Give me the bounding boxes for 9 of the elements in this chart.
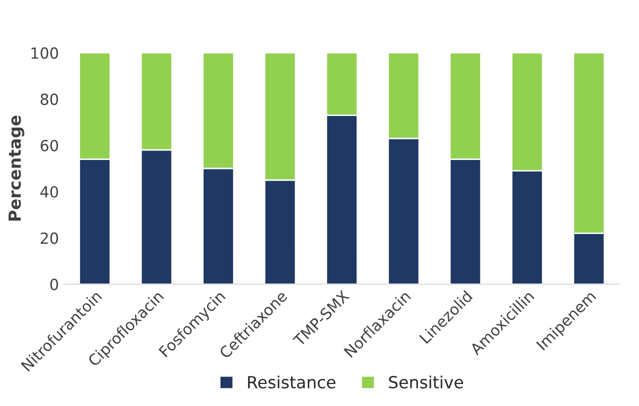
y-axis-title: Percentage — [8, 116, 24, 221]
legend-label: Resistance — [248, 376, 336, 388]
y-tick-label: 100 — [32, 47, 58, 59]
y-tick-label: 40 — [40, 186, 58, 198]
y-tick-label: 20 — [40, 232, 58, 244]
legend-label: Sensitive — [389, 376, 464, 388]
y-tick-label: 60 — [40, 140, 58, 152]
y-tick-label: 0 — [50, 278, 58, 290]
y-tick-label: 80 — [40, 94, 58, 106]
